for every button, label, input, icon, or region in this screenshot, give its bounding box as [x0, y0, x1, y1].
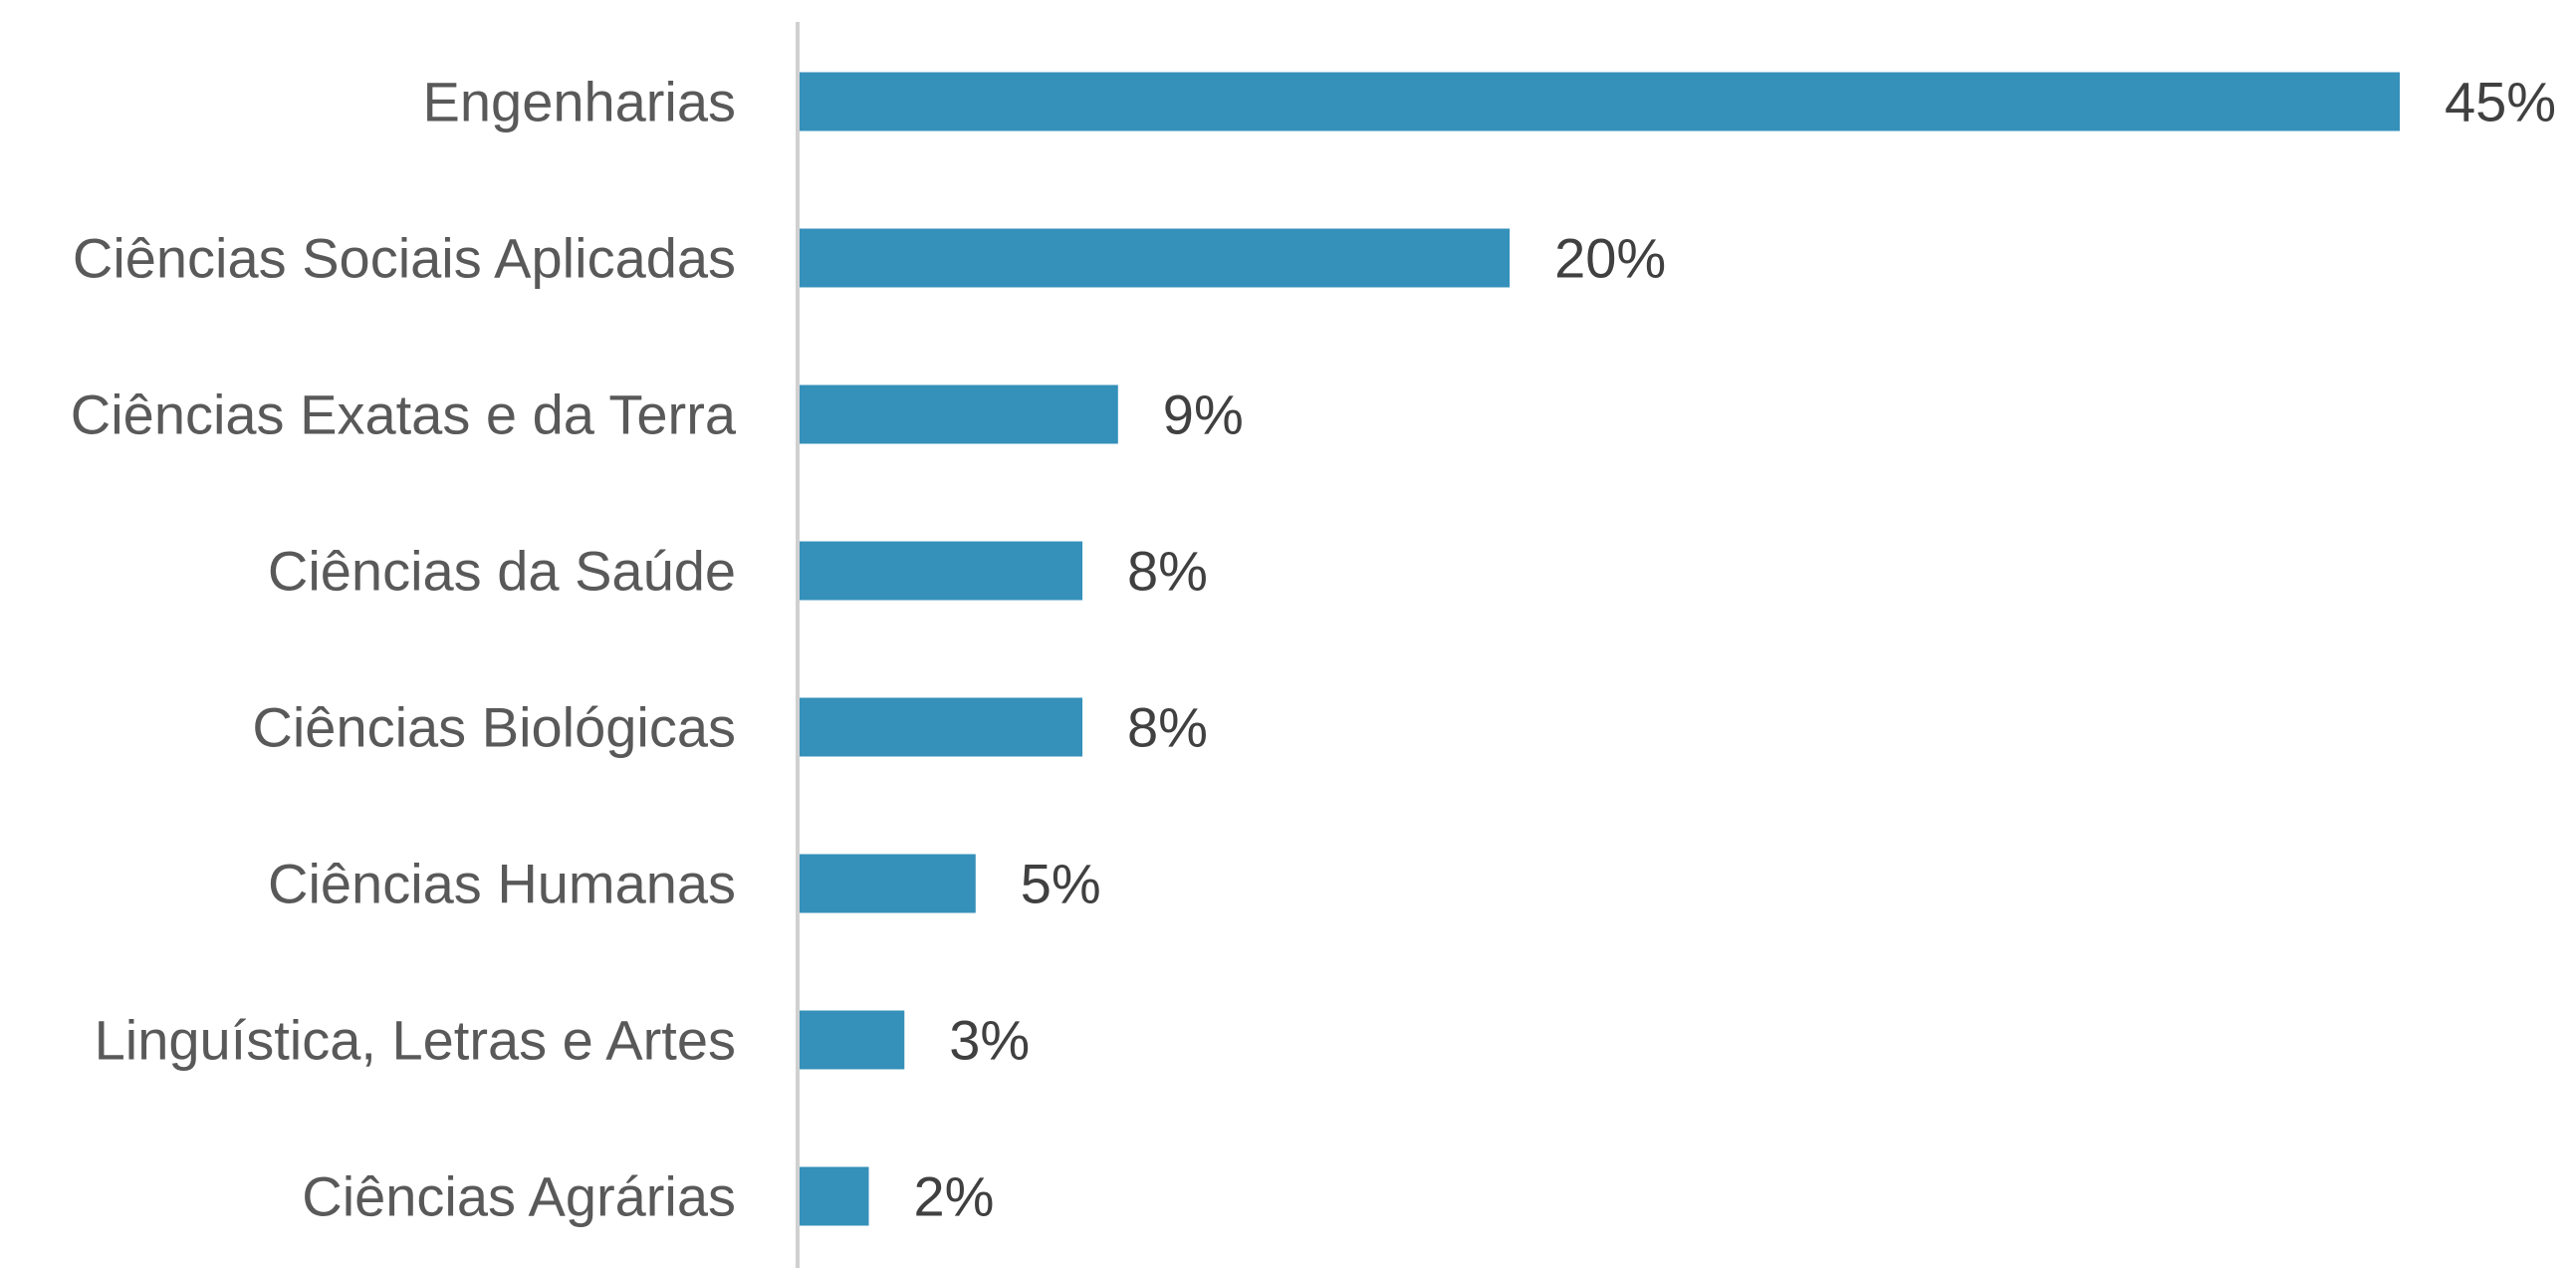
bars-group [798, 72, 2400, 1226]
category-label: Ciências Agrárias [302, 1165, 736, 1228]
data-label: 45% [2445, 71, 2556, 133]
category-labels-group: Engenharias Ciências Sociais Aplicadas Ciê… [71, 71, 737, 1228]
data-label: 9% [1163, 383, 1244, 446]
category-label: Ciências Biológicas [252, 696, 736, 759]
category-label: Linguística, Letras e Artes [95, 1009, 736, 1072]
data-label: 8% [1127, 540, 1208, 603]
category-label: Ciências da Saúde [268, 540, 736, 603]
bar-5 [798, 697, 1083, 757]
data-label: 3% [949, 1009, 1030, 1072]
category-label: Ciências Exatas e da Terra [71, 383, 737, 446]
category-label: Ciências Sociais Aplicadas [73, 227, 736, 290]
bar-2 [798, 228, 1511, 288]
bar-4 [798, 541, 1083, 601]
data-label: 2% [914, 1165, 995, 1228]
bar-8 [798, 1166, 869, 1226]
data-label: 20% [1554, 227, 1666, 290]
category-label: Engenharias [423, 71, 736, 133]
bar-7 [798, 1010, 905, 1070]
bar-3 [798, 384, 1118, 444]
value-labels-group: 45% 20% 9% 8% 8% 5% 3% 2% [914, 71, 2557, 1228]
data-label: 5% [1021, 853, 1101, 915]
category-label: Ciências Humanas [268, 853, 736, 915]
bar-1 [798, 72, 2400, 131]
bar-6 [798, 854, 976, 913]
data-label: 8% [1127, 696, 1208, 759]
